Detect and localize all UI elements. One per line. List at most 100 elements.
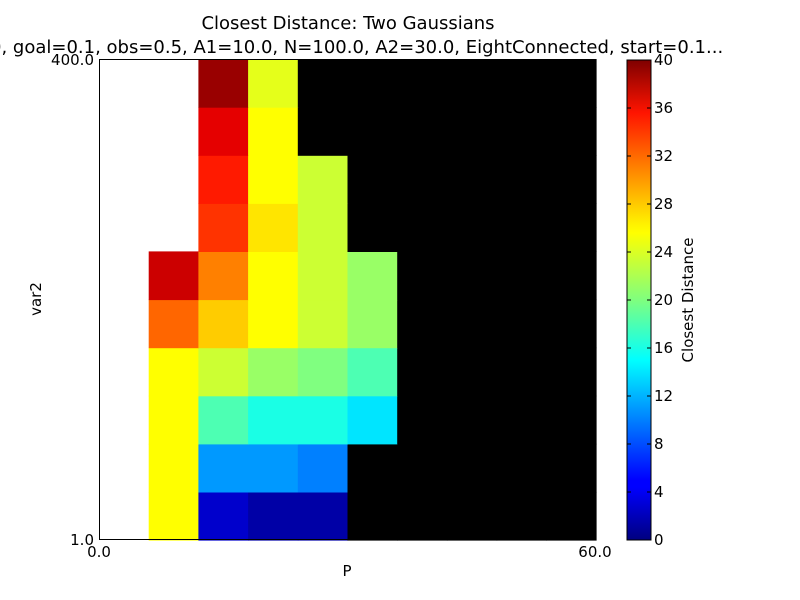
heatmap-cell [447,107,497,156]
heatmap-cell [298,348,348,397]
heatmap-cell [546,396,596,445]
colorbar-tick-label: 28 [654,195,673,213]
heatmap-cell [497,348,547,397]
heatmap-cell [397,107,447,156]
colorbar-tick-label: 0 [654,531,664,549]
heatmap-cell [298,59,348,108]
heatmap-cell [248,59,298,108]
heatmap-cell [497,251,547,300]
heatmap-cell [298,155,348,204]
heatmap-cell [149,348,199,397]
heatmap-cell [497,396,547,445]
heatmap-cells [149,59,597,541]
heatmap-cell [198,251,248,300]
heatmap-cell [348,396,398,445]
y-tick-label-max: 400.0 [51,51,94,69]
heatmap-cell [497,300,547,349]
heatmap-cell [447,492,497,541]
heatmap-cell [546,300,596,349]
heatmap-cell [546,444,596,493]
heatmap-cell [447,155,497,204]
colorbar-tick-label: 8 [654,435,664,453]
heatmap-cell [497,492,547,541]
heatmap-cell [397,444,447,493]
heatmap-cell [298,492,348,541]
heatmap-cell [497,155,547,204]
chart-subtitle: ...0, goal=0.1, obs=0.5, A1=10.0, N=100.… [0,37,723,58]
chart-title: Closest Distance: Two Gaussians [201,13,494,34]
heatmap-cell [546,251,596,300]
colorbar-tick-label: 12 [654,387,673,405]
heatmap-cell [397,59,447,108]
heatmap-cell [348,155,398,204]
heatmap-cell [149,396,199,445]
heatmap-cell [447,203,497,252]
heatmap-cell [248,203,298,252]
heatmap-cell [497,59,547,108]
heatmap-cell [298,444,348,493]
heatmap-cell [248,348,298,397]
heatmap-cell [198,300,248,349]
heatmap-cell [248,155,298,204]
heatmap-cell [546,348,596,397]
heatmap-cell [298,251,348,300]
x-axis-label: P [342,562,351,580]
heatmap-cell [447,300,497,349]
heatmap-cell [348,444,398,493]
heatmap-cell [149,444,199,493]
heatmap-cell [248,251,298,300]
heatmap-cell [348,251,398,300]
heatmap-cell [298,203,348,252]
heatmap-cell [497,107,547,156]
heatmap-cell [546,155,596,204]
heatmap-cell [149,492,199,541]
heatmap-cell [546,492,596,541]
colorbar-tick-label: 16 [654,339,673,357]
heatmap-cell [198,107,248,156]
heatmap-cell [149,251,199,300]
heatmap-cell [348,107,398,156]
heatmap-cell [298,396,348,445]
heatmap-cell [348,492,398,541]
heatmap-cell [497,203,547,252]
heatmap-cell [397,492,447,541]
heatmap-cell [248,300,298,349]
heatmap-cell [198,203,248,252]
x-tick-label-max: 60.0 [578,543,611,561]
heatmap-cell [248,492,298,541]
heatmap-cell [397,251,447,300]
colorbar-tick-label: 4 [654,483,664,501]
y-tick-label-min: 1.0 [70,531,94,549]
heatmap-cell [546,107,596,156]
heatmap-cell [546,203,596,252]
colorbar-tick-label: 24 [654,243,673,261]
heatmap-cell [447,348,497,397]
heatmap-cell [248,396,298,445]
heatmap-cell [248,444,298,493]
heatmap-cell [447,59,497,108]
heatmap-cell [447,251,497,300]
heatmap-cell [348,203,398,252]
heatmap-cell [397,203,447,252]
colorbar-tick-label: 40 [654,51,673,69]
colorbar-tick-label: 36 [654,99,673,117]
heatmap-cell [198,348,248,397]
heatmap-cell [198,396,248,445]
heatmap-cell [198,492,248,541]
heatmap-cell [348,59,398,108]
heatmap-cell [397,396,447,445]
y-axis-label: var2 [27,282,45,316]
colorbar-tick-label: 32 [654,147,673,165]
colorbar-label: Closest Distance [679,238,697,363]
heatmap-cell [348,348,398,397]
heatmap-cell [447,444,497,493]
heatmap-cell [198,155,248,204]
heatmap-cell [397,348,447,397]
heatmap-cell [397,155,447,204]
heatmap-cell [149,300,199,349]
heatmap-cell [348,300,398,349]
heatmap-cell [298,107,348,156]
heatmap-cell [397,300,447,349]
colorbar-tick-label: 20 [654,291,673,309]
